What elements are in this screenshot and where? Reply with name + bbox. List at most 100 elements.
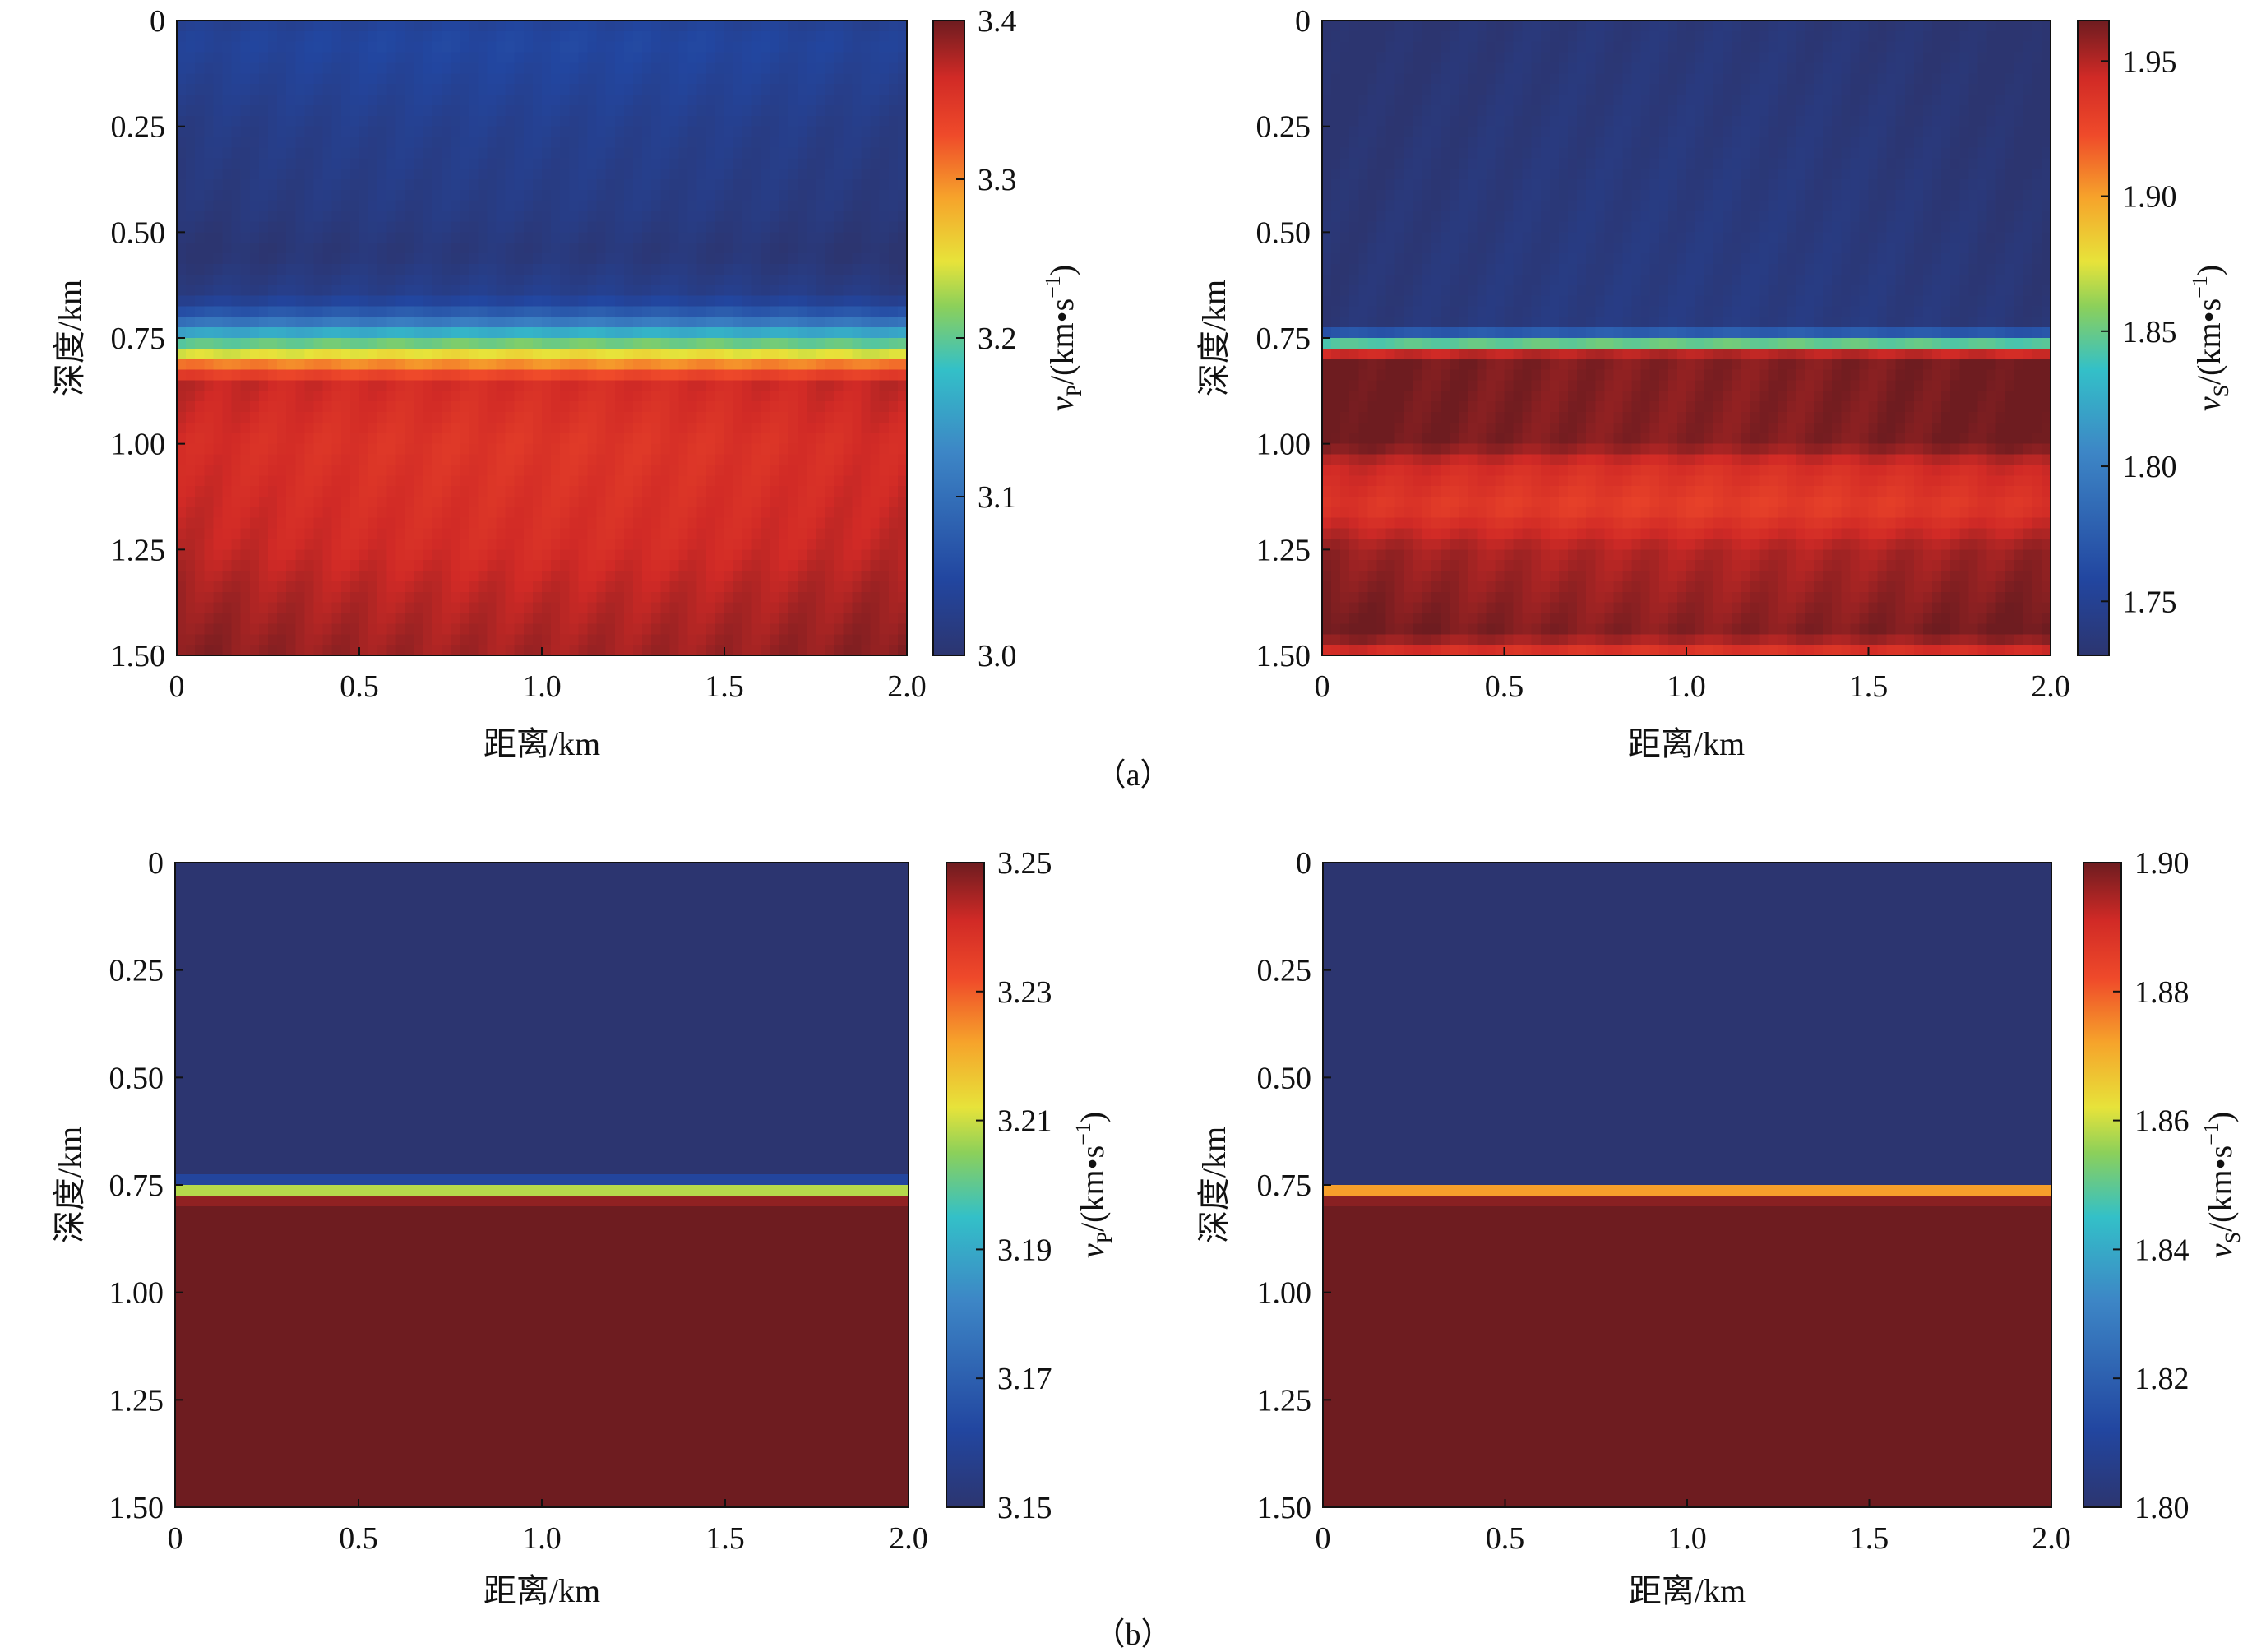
y-tick-label: 1.00	[1257, 1276, 1312, 1311]
colorbar-tick-label: 1.75	[2122, 585, 2177, 619]
y-tick-label: 0.50	[109, 1061, 164, 1095]
x-tick-label: 1.0	[1667, 669, 1706, 704]
x-tick-label: 2.0	[889, 1521, 928, 1556]
x-tick-label: 2.0	[2031, 669, 2070, 704]
x-tick-label: 0	[1315, 669, 1330, 704]
x-tick-label: 1.5	[1849, 669, 1889, 704]
y-tick-label: 0.25	[111, 110, 166, 145]
colorbar-tick-label: 3.17	[997, 1362, 1052, 1396]
y-axis-label: 深度/km	[51, 280, 88, 396]
colorbar-tick-label: 3.0	[978, 639, 1017, 673]
x-tick-label: 1.5	[1850, 1521, 1889, 1556]
colorbar	[946, 862, 985, 1508]
y-axis-label: 深度/km	[51, 1127, 88, 1243]
heatmap-image	[1323, 863, 2051, 1507]
x-axis-label: 距离/km	[483, 725, 600, 762]
colorbar-tick-label: 3.23	[997, 975, 1052, 1010]
y-tick-label: 0.50	[1257, 1061, 1312, 1095]
colorbar-ticks: 1.95 1.90 1.85 1.80 1.75	[2101, 44, 2177, 619]
y-tick-label: 1.50	[111, 639, 166, 673]
colorbar-tick-label: 3.4	[978, 4, 1017, 39]
y-axis-label: 深度/km	[1195, 1127, 1232, 1243]
x-tick-label: 0.5	[340, 669, 379, 704]
y-tick-label: 0	[148, 846, 164, 881]
panel-b-left: 00.250.500.751.001.251.50 0 0.5 1.0 1.5 2.0 …	[51, 846, 1117, 1609]
colorbar-tick-label: 1.90	[2134, 846, 2190, 881]
x-tick-label: 2.0	[887, 669, 927, 704]
y-axis-ticks: 0 0.25 0.50 0.75 1.00 1.25 1.50	[1257, 846, 1331, 1525]
y-tick-label: 1.00	[109, 1276, 164, 1311]
y-tick-label: 1.25	[109, 1383, 164, 1418]
x-tick-label: 0.5	[1486, 1521, 1525, 1556]
x-axis-ticks: 0 0.5 1.0 1.5 2.0	[1315, 647, 2070, 704]
y-tick-label: 0.75	[111, 322, 166, 356]
colorbar	[2083, 862, 2122, 1508]
x-axis-label: 距离/km	[1628, 725, 1745, 762]
colorbar-tick-label: 1.80	[2122, 450, 2177, 484]
y-tick-label: 0.75	[1257, 1168, 1312, 1203]
colorbar-tick-label: 1.95	[2122, 44, 2177, 79]
colorbar-tick-label: 3.19	[997, 1233, 1052, 1267]
y-tick-label: 1.50	[1256, 639, 1311, 673]
x-tick-label: 1.0	[1667, 1521, 1707, 1556]
heatmap-image	[1322, 21, 2051, 655]
y-tick-label: 0	[1296, 846, 1311, 881]
colorbar-tick-label: 1.82	[2134, 1362, 2190, 1396]
x-tick-label: 0	[1316, 1521, 1331, 1556]
y-tick-label: 1.25	[1256, 533, 1311, 567]
colorbar	[2077, 20, 2110, 656]
colorbar-tick-label: 1.80	[2134, 1491, 2190, 1525]
x-tick-label: 1.5	[705, 669, 744, 704]
y-tick-label: 1.00	[111, 428, 166, 462]
y-axis-ticks: 0 0.25 0.50 0.75 1.00 1.25 1.50	[111, 4, 185, 673]
x-tick-label: 0	[168, 1521, 183, 1556]
y-tick-label: 0.25	[1256, 110, 1311, 145]
colorbar-tick-label: 3.3	[978, 163, 1017, 197]
colorbar-label: vP/(km•s−1)	[1041, 265, 1086, 411]
colorbar-tick-label: 1.85	[2122, 315, 2177, 349]
y-tick-label: 0.50	[111, 215, 166, 250]
colorbar-tick-label: 3.15	[997, 1491, 1052, 1525]
colorbar-tick-label: 3.25	[997, 846, 1052, 881]
x-tick-label: 0.5	[1485, 669, 1524, 704]
x-tick-label: 2.0	[2032, 1521, 2071, 1556]
colorbar-ticks: 1.90 1.88 1.86 1.84 1.82 1.80	[2113, 846, 2190, 1525]
x-axis-label: 距离/km	[483, 1572, 600, 1609]
x-tick-label: 1.5	[705, 1521, 745, 1556]
colorbar-ticks: 3.25 3.23 3.21 3.19 3.17 3.15	[976, 846, 1052, 1525]
panel-a-right: 00.250.500.751.001.251.50 0 0.5 1.0 1.5 2.0 …	[1195, 4, 2233, 762]
caption-a: （a）	[1095, 758, 1172, 793]
colorbar-tick-label: 3.21	[997, 1104, 1052, 1139]
heatmap-image	[177, 21, 907, 655]
y-axis-label: 深度/km	[1195, 280, 1232, 396]
x-axis-ticks: 0 0.5 1.0 1.5 2.0	[168, 1499, 928, 1556]
colorbar-tick-label: 3.2	[978, 322, 1017, 356]
x-tick-label: 0.5	[339, 1521, 378, 1556]
colorbar-label: vS/(km•s−1)	[2199, 1112, 2245, 1258]
colorbar-label: vP/(km•s−1)	[1071, 1112, 1117, 1258]
colorbar-label: vS/(km•s−1)	[2188, 265, 2233, 411]
x-axis-label: 距离/km	[1629, 1572, 1746, 1609]
y-axis-ticks: 0 0.25 0.50 0.75 1.00 1.25 1.50	[109, 846, 183, 1525]
y-tick-label: 1.50	[109, 1491, 164, 1525]
y-tick-label: 1.25	[1257, 1383, 1312, 1418]
panel-a-left: 00.250.500.751.001.251.50 0 0.5 1.0 1.5 2.0 …	[51, 4, 1086, 762]
colorbar-tick-label: 1.84	[2134, 1233, 2190, 1267]
colorbar-tick-label: 1.88	[2134, 975, 2190, 1010]
x-tick-label: 1.0	[522, 1521, 562, 1556]
heatmap-image	[175, 863, 909, 1507]
y-tick-label: 0	[1295, 4, 1311, 39]
x-tick-label: 0	[169, 669, 185, 704]
colorbar-ticks: 3.4 3.3 3.2 3.1 3.0	[956, 4, 1017, 673]
colorbar-tick-label: 3.1	[978, 480, 1017, 515]
x-tick-label: 1.0	[522, 669, 562, 704]
y-tick-label: 0	[150, 4, 165, 39]
y-tick-label: 0.50	[1256, 215, 1311, 250]
y-tick-label: 1.50	[1257, 1491, 1312, 1525]
x-axis-ticks: 0 0.5 1.0 1.5 2.0	[1316, 1499, 2071, 1556]
caption-b: （b）	[1094, 1617, 1172, 1652]
panel-b-right: 00.250.500.751.001.251.50 0 0.5 1.0 1.5 2.0 …	[1195, 846, 2245, 1609]
colorbar-tick-label: 1.90	[2122, 180, 2177, 215]
y-axis-ticks: 0 0.25 0.50 0.75 1.00 1.25 1.50	[1256, 4, 1330, 673]
